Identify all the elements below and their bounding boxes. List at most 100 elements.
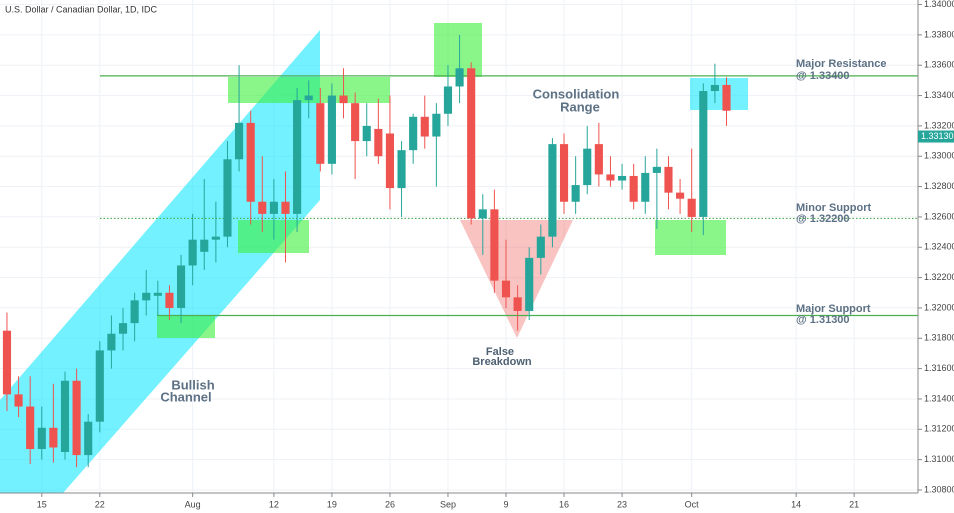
candles <box>2 34 731 468</box>
y-tick-label: 1.32800 <box>924 181 954 191</box>
candle-body <box>676 192 685 199</box>
candle-body <box>14 394 23 407</box>
x-tick-label: 12 <box>269 499 279 509</box>
candle-body <box>397 150 406 189</box>
candle-body <box>455 68 464 87</box>
x-tick-label: 19 <box>327 499 337 509</box>
annotation: Major Support <box>796 303 871 315</box>
candle-body <box>699 91 708 217</box>
annotation: @ 1.31300 <box>796 314 850 326</box>
y-tick-label: 1.32600 <box>924 211 954 221</box>
candle-body <box>188 239 197 266</box>
annotation: Minor Support <box>796 202 871 214</box>
y-tick-label: 1.33000 <box>924 151 954 161</box>
candle-body <box>606 174 615 181</box>
axes: 1.30800 1.31000 1.31200 1.31400 1.31600 1.318… <box>37 0 954 509</box>
candle-body <box>118 323 128 334</box>
candle-body <box>142 292 151 301</box>
candle-body <box>641 172 650 202</box>
candle-body <box>443 86 453 114</box>
levels <box>100 75 918 317</box>
x-tick-label: Sep <box>440 499 456 509</box>
candle-body <box>420 116 429 137</box>
candle-body <box>583 148 592 186</box>
annotation: @ 1.33400 <box>796 70 850 82</box>
y-tick-label: 1.31800 <box>924 333 954 343</box>
candle-body <box>153 292 162 296</box>
candle-body <box>235 122 244 160</box>
candle-body <box>37 427 46 450</box>
candle-body <box>467 68 476 219</box>
candle-body <box>710 84 719 92</box>
candle-body <box>617 175 627 181</box>
candle-body <box>165 292 174 308</box>
candle-body <box>60 380 70 453</box>
candle-body <box>629 175 638 202</box>
candle-body <box>339 95 348 104</box>
last-price-label: 1.33130 <box>921 131 954 141</box>
annotation: Major Resistance <box>796 58 886 70</box>
candle-body <box>362 125 371 142</box>
candle-body <box>304 95 313 101</box>
x-tick-label: 23 <box>617 499 627 509</box>
x-tick-label: 16 <box>559 499 569 509</box>
y-tick-label: 1.31600 <box>924 363 954 373</box>
candle-body <box>26 406 35 450</box>
y-tick-label: 1.32400 <box>924 242 954 252</box>
candle-body <box>223 159 232 237</box>
candle-body <box>525 257 534 311</box>
candle-body <box>200 239 209 252</box>
candle-body <box>176 265 186 308</box>
x-tick-label: 9 <box>503 499 508 509</box>
candle-body <box>49 427 58 448</box>
candle-body <box>664 166 673 193</box>
candle-body <box>652 166 661 173</box>
candle-body <box>293 100 302 214</box>
candle-body <box>432 113 441 137</box>
candle-body <box>72 380 81 456</box>
y-tick-label: 1.31000 <box>924 454 954 464</box>
y-tick-label: 1.30800 <box>924 484 954 494</box>
y-tick-label: 1.33800 <box>924 29 954 39</box>
candle-body <box>351 103 360 142</box>
annotation: Range <box>560 99 600 114</box>
y-tick-label: 1.31400 <box>924 393 954 403</box>
y-tick-label: 1.31200 <box>924 424 954 434</box>
y-tick-label: 1.33400 <box>924 90 954 100</box>
candle-body <box>571 185 580 202</box>
candle-body <box>269 201 278 214</box>
candle-body <box>2 330 12 395</box>
candle-body <box>258 201 267 214</box>
y-tick-label: 1.34000 <box>924 0 954 9</box>
annotations: Major Resistance @ 1.33400 Minor Support… <box>160 58 886 405</box>
x-tick-label: Oct <box>685 499 700 509</box>
annotation: Channel <box>160 389 211 404</box>
y-tick-label: 1.32000 <box>924 302 954 312</box>
candle-body <box>281 201 290 214</box>
candle-body <box>409 116 418 151</box>
annotation: @ 1.32200 <box>796 213 850 225</box>
annotation: Consolidation <box>533 86 620 101</box>
x-tick-label: 22 <box>95 499 105 509</box>
zone-box <box>434 23 482 77</box>
candle-body <box>687 198 696 217</box>
zone-box <box>157 316 215 338</box>
candle-body <box>594 144 603 175</box>
zone-box <box>690 78 748 110</box>
y-tick-label: 1.32200 <box>924 272 954 282</box>
last-price-tag <box>918 130 954 143</box>
y-tick-label: 1.33600 <box>924 60 954 70</box>
candle-body <box>536 236 545 258</box>
annotation: Breakdown <box>472 356 532 368</box>
x-tick-label: Aug <box>185 499 201 509</box>
zone-box <box>655 220 726 255</box>
y-tick-label: 1.33200 <box>924 120 954 130</box>
candle-body <box>548 144 557 237</box>
candle-body <box>107 333 116 351</box>
annotation: False <box>486 346 514 358</box>
candle-body <box>501 280 511 298</box>
candle-body <box>84 421 93 456</box>
candle-body <box>211 236 220 240</box>
candle-body <box>385 133 395 189</box>
